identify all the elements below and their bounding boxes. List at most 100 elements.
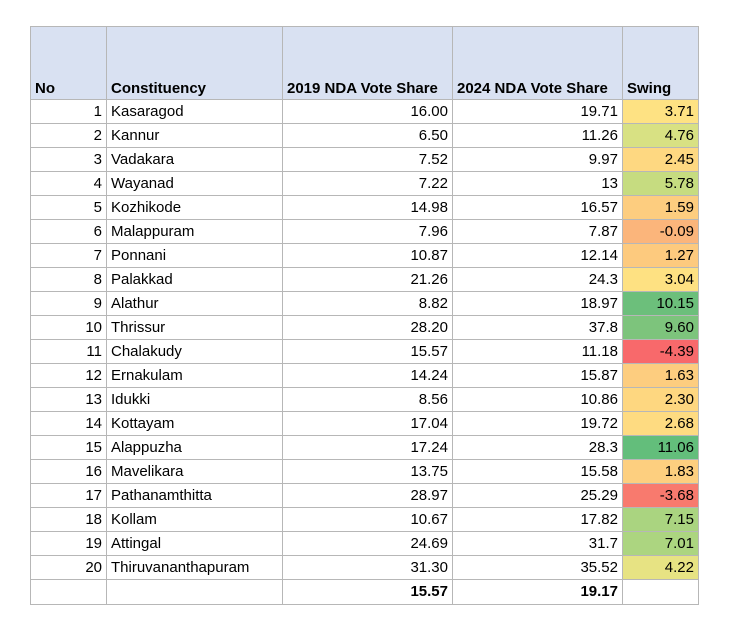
table-row: 11 Chalakudy 15.57 11.18 -4.39	[30, 339, 699, 364]
vote-share-2024-cell: 19.72	[452, 411, 623, 436]
constituency-cell: Ponnani	[106, 243, 283, 268]
vote-share-table: No Constituency 2019 NDA Vote Share 2024…	[30, 26, 699, 605]
vote-share-2019-cell: 15.57	[282, 339, 453, 364]
vote-share-2019-cell: 21.26	[282, 267, 453, 292]
total-swing-cell	[622, 579, 699, 605]
swing-cell: 9.60	[622, 315, 699, 340]
vote-share-2024-cell: 12.14	[452, 243, 623, 268]
table-row: 12 Ernakulam 14.24 15.87 1.63	[30, 363, 699, 388]
vote-share-2024-cell: 28.3	[452, 435, 623, 460]
swing-cell: 2.45	[622, 147, 699, 172]
constituency-cell: Wayanad	[106, 171, 283, 196]
vote-share-2024-cell: 25.29	[452, 483, 623, 508]
vote-share-2024-cell: 18.97	[452, 291, 623, 316]
vote-share-2019-cell: 7.96	[282, 219, 453, 244]
header-2024-vote-share: 2024 NDA Vote Share	[452, 26, 623, 100]
vote-share-2019-cell: 10.67	[282, 507, 453, 532]
table-row: 16 Mavelikara 13.75 15.58 1.83	[30, 459, 699, 484]
table-row: 8 Palakkad 21.26 24.3 3.04	[30, 267, 699, 292]
constituency-cell: Thrissur	[106, 315, 283, 340]
table-row: 10 Thrissur 28.20 37.8 9.60	[30, 315, 699, 340]
table-row: 17 Pathanamthitta 28.97 25.29 -3.68	[30, 483, 699, 508]
row-no-cell: 16	[30, 459, 107, 484]
total-2024-cell: 19.17	[452, 579, 623, 605]
table-row: 6 Malappuram 7.96 7.87 -0.09	[30, 219, 699, 244]
vote-share-2019-cell: 24.69	[282, 531, 453, 556]
row-no-cell: 17	[30, 483, 107, 508]
row-no-cell: 8	[30, 267, 107, 292]
vote-share-2024-cell: 13	[452, 171, 623, 196]
vote-share-2019-cell: 31.30	[282, 555, 453, 580]
row-no-cell: 5	[30, 195, 107, 220]
swing-cell: 11.06	[622, 435, 699, 460]
swing-cell: 1.83	[622, 459, 699, 484]
table-row: 20 Thiruvananthapuram 31.30 35.52 4.22	[30, 555, 699, 580]
constituency-cell: Alathur	[106, 291, 283, 316]
swing-cell: 1.59	[622, 195, 699, 220]
vote-share-2019-cell: 10.87	[282, 243, 453, 268]
total-2019-cell: 15.57	[282, 579, 453, 605]
table-row: 19 Attingal 24.69 31.7 7.01	[30, 531, 699, 556]
header-no: No	[30, 26, 107, 100]
row-no-cell: 1	[30, 99, 107, 124]
constituency-cell: Chalakudy	[106, 339, 283, 364]
total-row: 15.57 19.17	[30, 579, 699, 605]
constituency-cell: Kollam	[106, 507, 283, 532]
row-no-cell: 12	[30, 363, 107, 388]
swing-cell: 5.78	[622, 171, 699, 196]
row-no-cell: 15	[30, 435, 107, 460]
constituency-cell: Vadakara	[106, 147, 283, 172]
constituency-cell: Kozhikode	[106, 195, 283, 220]
table-row: 2 Kannur 6.50 11.26 4.76	[30, 123, 699, 148]
total-no-cell	[30, 579, 107, 605]
vote-share-2019-cell: 17.04	[282, 411, 453, 436]
vote-share-2024-cell: 19.71	[452, 99, 623, 124]
vote-share-2019-cell: 7.52	[282, 147, 453, 172]
constituency-cell: Pathanamthitta	[106, 483, 283, 508]
vote-share-2019-cell: 14.98	[282, 195, 453, 220]
header-constituency: Constituency	[106, 26, 283, 100]
vote-share-2024-cell: 7.87	[452, 219, 623, 244]
table-row: 13 Idukki 8.56 10.86 2.30	[30, 387, 699, 412]
row-no-cell: 3	[30, 147, 107, 172]
vote-share-2024-cell: 17.82	[452, 507, 623, 532]
vote-share-2024-cell: 11.18	[452, 339, 623, 364]
swing-cell: -3.68	[622, 483, 699, 508]
header-swing: Swing	[622, 26, 699, 100]
row-no-cell: 18	[30, 507, 107, 532]
swing-cell: 3.04	[622, 267, 699, 292]
swing-cell: 1.63	[622, 363, 699, 388]
swing-cell: 4.76	[622, 123, 699, 148]
swing-cell: 1.27	[622, 243, 699, 268]
row-no-cell: 7	[30, 243, 107, 268]
constituency-cell: Attingal	[106, 531, 283, 556]
table-row: 7 Ponnani 10.87 12.14 1.27	[30, 243, 699, 268]
row-no-cell: 13	[30, 387, 107, 412]
constituency-cell: Mavelikara	[106, 459, 283, 484]
row-no-cell: 20	[30, 555, 107, 580]
table-row: 9 Alathur 8.82 18.97 10.15	[30, 291, 699, 316]
row-no-cell: 11	[30, 339, 107, 364]
swing-cell: -0.09	[622, 219, 699, 244]
vote-share-2024-cell: 31.7	[452, 531, 623, 556]
vote-share-2024-cell: 35.52	[452, 555, 623, 580]
vote-share-2019-cell: 28.97	[282, 483, 453, 508]
constituency-cell: Alappuzha	[106, 435, 283, 460]
row-no-cell: 6	[30, 219, 107, 244]
row-no-cell: 4	[30, 171, 107, 196]
row-no-cell: 14	[30, 411, 107, 436]
constituency-cell: Thiruvananthapuram	[106, 555, 283, 580]
swing-cell: 4.22	[622, 555, 699, 580]
vote-share-2024-cell: 9.97	[452, 147, 623, 172]
swing-cell: 2.30	[622, 387, 699, 412]
row-no-cell: 9	[30, 291, 107, 316]
row-no-cell: 2	[30, 123, 107, 148]
swing-cell: 7.15	[622, 507, 699, 532]
swing-cell: 2.68	[622, 411, 699, 436]
constituency-cell: Ernakulam	[106, 363, 283, 388]
vote-share-2019-cell: 6.50	[282, 123, 453, 148]
vote-share-2024-cell: 11.26	[452, 123, 623, 148]
swing-cell: 3.71	[622, 99, 699, 124]
constituency-cell: Malappuram	[106, 219, 283, 244]
table-row: 14 Kottayam 17.04 19.72 2.68	[30, 411, 699, 436]
